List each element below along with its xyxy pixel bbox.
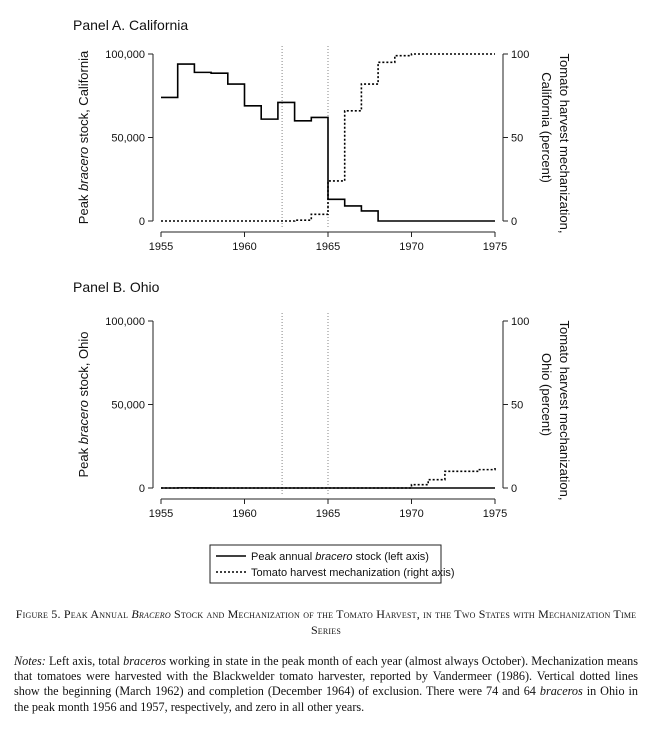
right-tick-label: 50	[511, 400, 523, 412]
mechanization-line	[161, 53, 495, 222]
right-tick-label: 100	[511, 316, 529, 328]
right-tick-label: 0	[511, 483, 517, 495]
left-axis-label: Peak bracero stock, Ohio	[76, 332, 91, 478]
notes-text-1: Left axis, total	[45, 654, 124, 668]
left-tick-label: 0	[139, 483, 145, 495]
figure-caption: Figure 5. Peak Annual Bracero Stock and …	[14, 606, 638, 638]
x-tick-label: 1975	[483, 508, 507, 520]
left-tick-label: 0	[139, 216, 145, 228]
x-tick-label: 1975	[483, 241, 507, 253]
x-tick-label: 1970	[399, 508, 423, 520]
figure-notes: Notes: Left axis, total braceros working…	[14, 654, 638, 715]
caption-text-italic: Bracero	[131, 607, 171, 621]
notes-text-3: in Ohio in the peak month 1956 and 1957,…	[14, 684, 638, 714]
caption-text-end: Stock and Mechanization of the Tomato Ha…	[170, 607, 637, 637]
right-axis-label-line1: Tomato harvest mechanization,	[557, 54, 572, 234]
right-tick-label: 50	[511, 133, 523, 145]
legend-solid-label: Peak annual bracero stock (left axis)	[251, 551, 429, 563]
x-tick-label: 1965	[316, 508, 340, 520]
legend: Peak annual bracero stock (left axis) Tom…	[209, 544, 455, 584]
right-tick-label: 100	[511, 49, 529, 61]
x-tick-label: 1960	[232, 241, 256, 253]
x-tick-label: 1965	[316, 241, 340, 253]
chart-panel-2: Panel B. Ohio 0 50,000 100,000 0 50 100 1955 196…	[73, 279, 572, 520]
notes-italic-1: braceros	[123, 654, 166, 668]
x-tick-label: 1960	[232, 508, 256, 520]
legend-box	[209, 544, 442, 584]
left-tick-label: 100,000	[105, 49, 145, 61]
left-axis-label: Peak bracero stock, California	[76, 50, 91, 224]
figure: Panel A. California 0 50,000 100,000 0 50 100 1…	[73, 17, 572, 584]
legend-dotted-label: Tomato harvest mechanization (right axis…	[251, 567, 455, 579]
notes-italic-2: braceros	[539, 684, 583, 699]
x-tick-label: 1955	[149, 241, 173, 253]
right-axis-label-line2: California (percent)	[539, 72, 554, 183]
notes-lead: Notes:	[14, 654, 46, 668]
bracero-stock-line	[161, 63, 495, 222]
right-axis-label-line2: Ohio (percent)	[539, 353, 554, 436]
right-tick-label: 0	[511, 216, 517, 228]
right-axis-label-line1: Tomato harvest mechanization,	[557, 321, 572, 501]
x-tick-label: 1955	[149, 508, 173, 520]
panel-title: Panel A. California	[73, 17, 188, 33]
left-tick-label: 50,000	[111, 400, 145, 412]
mechanization-line	[161, 466, 496, 489]
panel-title: Panel B. Ohio	[73, 279, 160, 295]
notes-text-2: working in state in the peak month of ea…	[14, 654, 639, 699]
left-tick-label: 100,000	[105, 316, 145, 328]
left-tick-label: 50,000	[111, 133, 145, 145]
x-tick-label: 1970	[399, 241, 423, 253]
chart-panel-1: Panel A. California 0 50,000 100,000 0 50 100 1…	[73, 17, 572, 253]
caption-text-start: Figure 5. Peak Annual	[15, 607, 132, 621]
